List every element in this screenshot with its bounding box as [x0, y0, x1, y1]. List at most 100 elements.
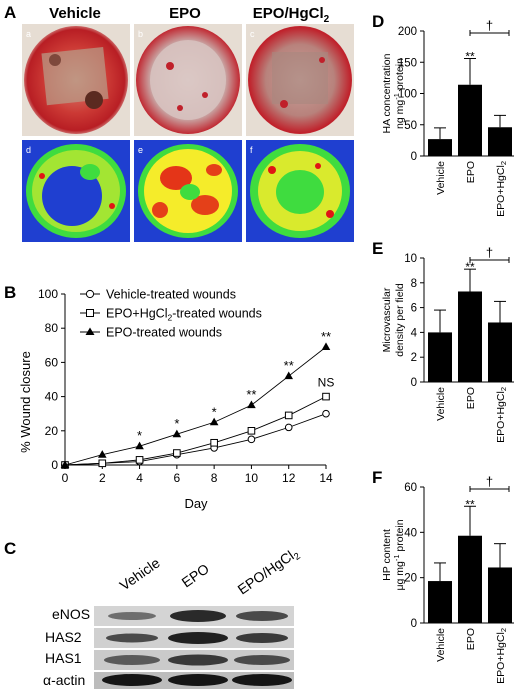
- photo-letter-b: b: [138, 29, 143, 39]
- b-axes: 0 2 4 6 8 10 12 14 0 20 40 60 80 100: [38, 287, 333, 485]
- b-point-triangle: [321, 342, 331, 351]
- d-y-tick-label: 50: [404, 120, 417, 132]
- b-annotation: **: [321, 329, 331, 344]
- lane-label-vehicle: Vehicle: [117, 554, 163, 593]
- column-title-epo: EPO: [169, 5, 201, 22]
- b-annotation: NS: [318, 376, 335, 390]
- e-bar: [428, 332, 452, 382]
- y-label-line2: density per field: [394, 283, 406, 357]
- b-x-tick-label: 10: [245, 471, 259, 485]
- wound-photo-epo-hgcl2: [246, 24, 354, 136]
- blot-has2: [94, 628, 294, 648]
- e-bar: [488, 322, 512, 382]
- b-legend: Vehicle-treated wounds EPO+HgCl2-treated…: [80, 288, 262, 340]
- map-letter-f: f: [250, 145, 253, 155]
- b-annotation: *: [174, 416, 179, 431]
- panel-a: A Vehicle EPO EPO/HgCl2 a b: [4, 3, 354, 242]
- f-bar: [488, 567, 512, 623]
- band-label-has2: HAS2: [45, 629, 82, 645]
- f-bar: [428, 581, 452, 623]
- d-y-tick-label: 200: [398, 26, 417, 38]
- b-series-line-2: [64, 346, 327, 466]
- heatmap-vehicle: [22, 140, 130, 242]
- legend-label-epo-hgcl2: EPO+HgCl2-treated wounds: [106, 307, 262, 323]
- wound-photo-vehicle: [22, 24, 130, 136]
- f-y-tick-label: 60: [404, 482, 417, 494]
- band-label-has1: HAS1: [45, 650, 82, 666]
- b-y-tick-label: 80: [45, 321, 59, 335]
- e-category-label: EPO: [465, 387, 477, 409]
- d-y-tick-label: 100: [398, 89, 417, 101]
- category-text: Vehicle: [435, 161, 447, 195]
- b-annotation: *: [212, 404, 217, 419]
- legend-label-epo: EPO-treated wounds: [106, 326, 222, 340]
- category-text: Vehicle: [435, 628, 447, 662]
- e-y-tick-label: 4: [411, 327, 418, 339]
- b-point-square: [173, 449, 181, 457]
- legend-item-epo: EPO-treated wounds: [80, 326, 222, 340]
- d-category-label: EPO+HgCl2: [495, 161, 508, 217]
- heatmap-epo: [134, 140, 242, 242]
- legend-label-vehicle: Vehicle-treated wounds: [106, 288, 236, 302]
- b-y-tick-label: 60: [45, 355, 59, 369]
- category-text: EPO+HgCl: [495, 391, 507, 443]
- category-subscript: 2: [499, 161, 508, 165]
- e-bar: [458, 291, 482, 382]
- blot-has1: [94, 650, 294, 670]
- legend-triangle-marker: [85, 327, 95, 335]
- b-point-triangle: [247, 400, 256, 409]
- band-label-enos: eNOS: [52, 606, 90, 622]
- b-point-square: [210, 438, 218, 447]
- b-point-circle: [247, 435, 256, 444]
- b-annotations: *********NS: [137, 329, 334, 443]
- blot-enos: [94, 606, 294, 626]
- y-label-line2: ng mg: [394, 100, 406, 129]
- lane-label-epo: EPO: [179, 560, 212, 590]
- b-annotation: **: [246, 387, 256, 402]
- y-label-sup: -1: [392, 554, 401, 561]
- b-y-tick-label: 40: [45, 390, 59, 404]
- b-y-axis-label: % Wound closure: [18, 351, 33, 453]
- e-category-label: EPO+HgCl2: [495, 387, 508, 443]
- b-point-square: [247, 427, 256, 435]
- category-subscript: 2: [499, 387, 508, 391]
- b-point-square: [135, 456, 144, 464]
- y-label-line2: μg mg: [394, 561, 406, 591]
- category-subscript: 2: [499, 628, 508, 632]
- f-y-tick-label: 20: [404, 573, 417, 585]
- b-series: [60, 342, 331, 469]
- panel-letter-b: B: [4, 283, 16, 302]
- b-annotation: **: [284, 358, 294, 373]
- category-text: EPO+HgCl: [495, 165, 507, 217]
- e-y-tick-label: 2: [411, 352, 417, 364]
- wound-photo-epo: [134, 24, 242, 136]
- b-y-tick-label: 0: [51, 458, 58, 472]
- b-y-tick-label: 100: [38, 287, 58, 301]
- panel-letter-a: A: [4, 3, 16, 22]
- legend-circle-marker: [85, 289, 95, 299]
- b-point-circle: [284, 423, 293, 432]
- panel-letter-f: F: [372, 468, 382, 487]
- y-label-line1: HA concentration: [381, 53, 393, 133]
- b-point-square: [322, 392, 330, 401]
- category-text: EPO: [465, 387, 477, 409]
- map-letter-e: e: [138, 145, 143, 155]
- b-point-triangle: [284, 371, 294, 380]
- category-text: EPO+HgCl: [495, 632, 507, 684]
- y-label-suffix: protein: [394, 519, 406, 554]
- d-y-tick-label: 0: [411, 151, 417, 163]
- f-category-label: EPO+HgCl2: [495, 628, 508, 684]
- e-y-axis-label: Microvasculardensity per field: [381, 283, 406, 357]
- panel-e: E 0 2 4 6 8 10 Microvasculardensity per field **…: [372, 239, 514, 443]
- b-series-line-1: [64, 396, 327, 466]
- b-x-tick-label: 14: [319, 471, 333, 485]
- legend-item-epo-hgcl2: EPO+HgCl2-treated wounds: [80, 307, 262, 323]
- category-text: Vehicle: [435, 387, 447, 421]
- column-title-vehicle: Vehicle: [49, 5, 101, 22]
- f-bar: [458, 535, 482, 623]
- d-y-axis-label: HA concentrationng mg-1 protein: [381, 53, 406, 133]
- d-y-tick-label: 150: [398, 57, 417, 69]
- f-y-axis-label: HP contentμg mg-1 protein: [381, 519, 406, 590]
- b-y-tick-label: 20: [45, 424, 59, 438]
